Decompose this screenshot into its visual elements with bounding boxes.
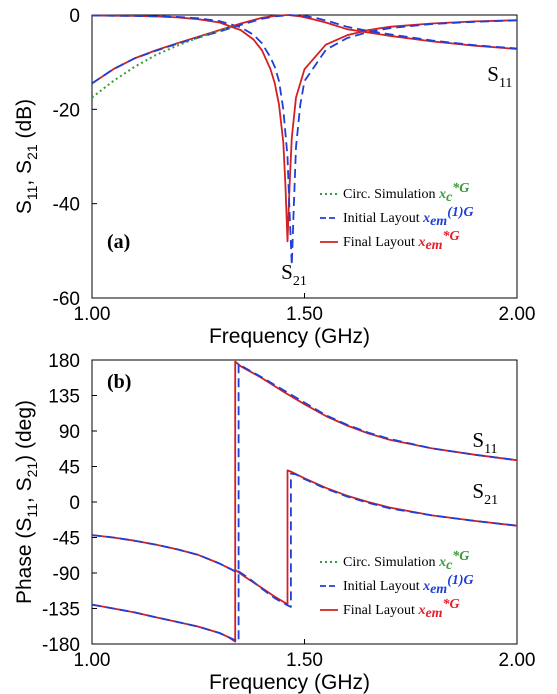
y-axis-label-subscript: 11 xyxy=(24,503,40,518)
legend-math: x xyxy=(438,555,446,570)
legend-label: Final Layout xyxy=(343,603,418,618)
y-tick-label: -90 xyxy=(53,564,80,585)
panel-label: (a) xyxy=(107,231,130,253)
y-axis-label-subscript: 11 xyxy=(24,185,40,200)
series-line-s21-dotted xyxy=(92,25,233,99)
curve-annotation-s21: S21 xyxy=(472,479,498,508)
legend-entry: Initial Layout xem(1)G xyxy=(343,205,474,229)
series-line-s21-solid xyxy=(92,14,517,85)
label-base: S xyxy=(281,260,293,284)
curve-annotation-s11: S11 xyxy=(487,62,512,91)
plot-frame xyxy=(91,14,518,299)
series-line-s11-dashed xyxy=(92,363,517,643)
y-tick-label: 180 xyxy=(48,351,80,372)
y-axis-label-part: S xyxy=(13,200,36,214)
legend-math: x xyxy=(422,579,430,594)
y-tick-label: 0 xyxy=(69,493,80,514)
y-axis-label: Phase (S11, S21) (deg) xyxy=(13,400,40,604)
label-base: S xyxy=(472,428,484,452)
y-tick-label: -180 xyxy=(42,635,80,656)
legend-math-sup: *G xyxy=(452,549,469,564)
x-tick-label: 1.00 xyxy=(74,304,111,325)
legend-label: Initial Layout xyxy=(343,211,423,226)
legend-math-sup: (1)G xyxy=(447,205,473,220)
legend-math-sup: (1)G xyxy=(447,573,473,588)
legend-math-sub: em xyxy=(425,606,442,621)
y-tick-label: -20 xyxy=(53,100,80,121)
x-tick-label: 1.50 xyxy=(286,304,323,325)
y-tick-label: -40 xyxy=(53,195,80,216)
y-axis-label-part: Phase (S xyxy=(13,518,36,604)
label-subscript: 11 xyxy=(484,442,497,457)
y-axis-label-part: (dB) xyxy=(13,99,36,145)
y-tick-label: -60 xyxy=(53,289,80,310)
x-tick-label: 1.50 xyxy=(286,650,323,671)
legend-math-sub: em xyxy=(430,582,447,597)
panel-label: (b) xyxy=(107,371,131,393)
y-axis-label-part: , S xyxy=(13,477,36,503)
y-tick-label: 90 xyxy=(59,422,80,443)
legend-math: x xyxy=(417,603,425,618)
legend-label: Circ. Simulation xyxy=(343,555,439,570)
label-subscript: 21 xyxy=(484,493,498,508)
legend-math: x xyxy=(438,187,446,202)
series-line-s11-dashed xyxy=(92,14,517,266)
label-base: S xyxy=(487,62,499,86)
x-axis-label: Frequency (GHz) xyxy=(209,671,370,694)
curve-annotation-s11: S11 xyxy=(472,428,497,457)
legend-math-sup: *G xyxy=(452,181,469,196)
legend-math-sub: c xyxy=(446,190,453,205)
legend-math-sup: *G xyxy=(443,229,460,244)
y-axis-label-subscript: 21 xyxy=(24,462,40,478)
label-subscript: 11 xyxy=(499,76,512,91)
legend-math-sub: em xyxy=(425,238,442,253)
x-tick-label: 1.00 xyxy=(74,650,111,671)
legend-entry: Circ. Simulation xc*G xyxy=(343,549,469,573)
x-tick-label: 2.00 xyxy=(499,650,536,671)
legend-math: x xyxy=(417,235,425,250)
series-line-s21-dashed xyxy=(92,472,517,608)
y-tick-label: -135 xyxy=(42,600,80,621)
legend-label: Initial Layout xyxy=(343,579,423,594)
legend-math-sub: c xyxy=(446,558,453,573)
series-group xyxy=(92,14,517,266)
legend-math-sup: *G xyxy=(443,597,460,612)
label-subscript: 21 xyxy=(293,274,307,289)
y-axis-label-subscript: 21 xyxy=(24,144,40,160)
y-tick-label: 45 xyxy=(59,458,80,479)
curve-annotation-s21: S21 xyxy=(281,260,307,289)
legend-label: Circ. Simulation xyxy=(343,187,439,202)
x-axis-label: Frequency (GHz) xyxy=(209,325,370,348)
y-tick-label: -45 xyxy=(53,529,80,550)
series-group xyxy=(92,360,517,643)
label-base: S xyxy=(472,479,484,503)
legend-entry: Initial Layout xem(1)G xyxy=(343,573,474,597)
x-tick-label: 2.00 xyxy=(499,304,536,325)
y-axis-label-part: ) (deg) xyxy=(13,400,36,462)
legend-math: x xyxy=(422,211,430,226)
legend-label: Final Layout xyxy=(343,235,418,250)
legend-entry: Final Layout xem*G xyxy=(343,229,460,253)
legend-entry: Final Layout xem*G xyxy=(343,597,460,621)
y-tick-label: 0 xyxy=(69,6,80,27)
series-line-s21-dashed xyxy=(92,14,517,85)
y-tick-label: 135 xyxy=(48,387,80,408)
legend-math-sub: em xyxy=(430,214,447,229)
y-axis-label-part: , S xyxy=(13,160,36,186)
y-axis-label: S11, S21 (dB) xyxy=(13,99,40,214)
legend-entry: Circ. Simulation xc*G xyxy=(343,181,469,205)
